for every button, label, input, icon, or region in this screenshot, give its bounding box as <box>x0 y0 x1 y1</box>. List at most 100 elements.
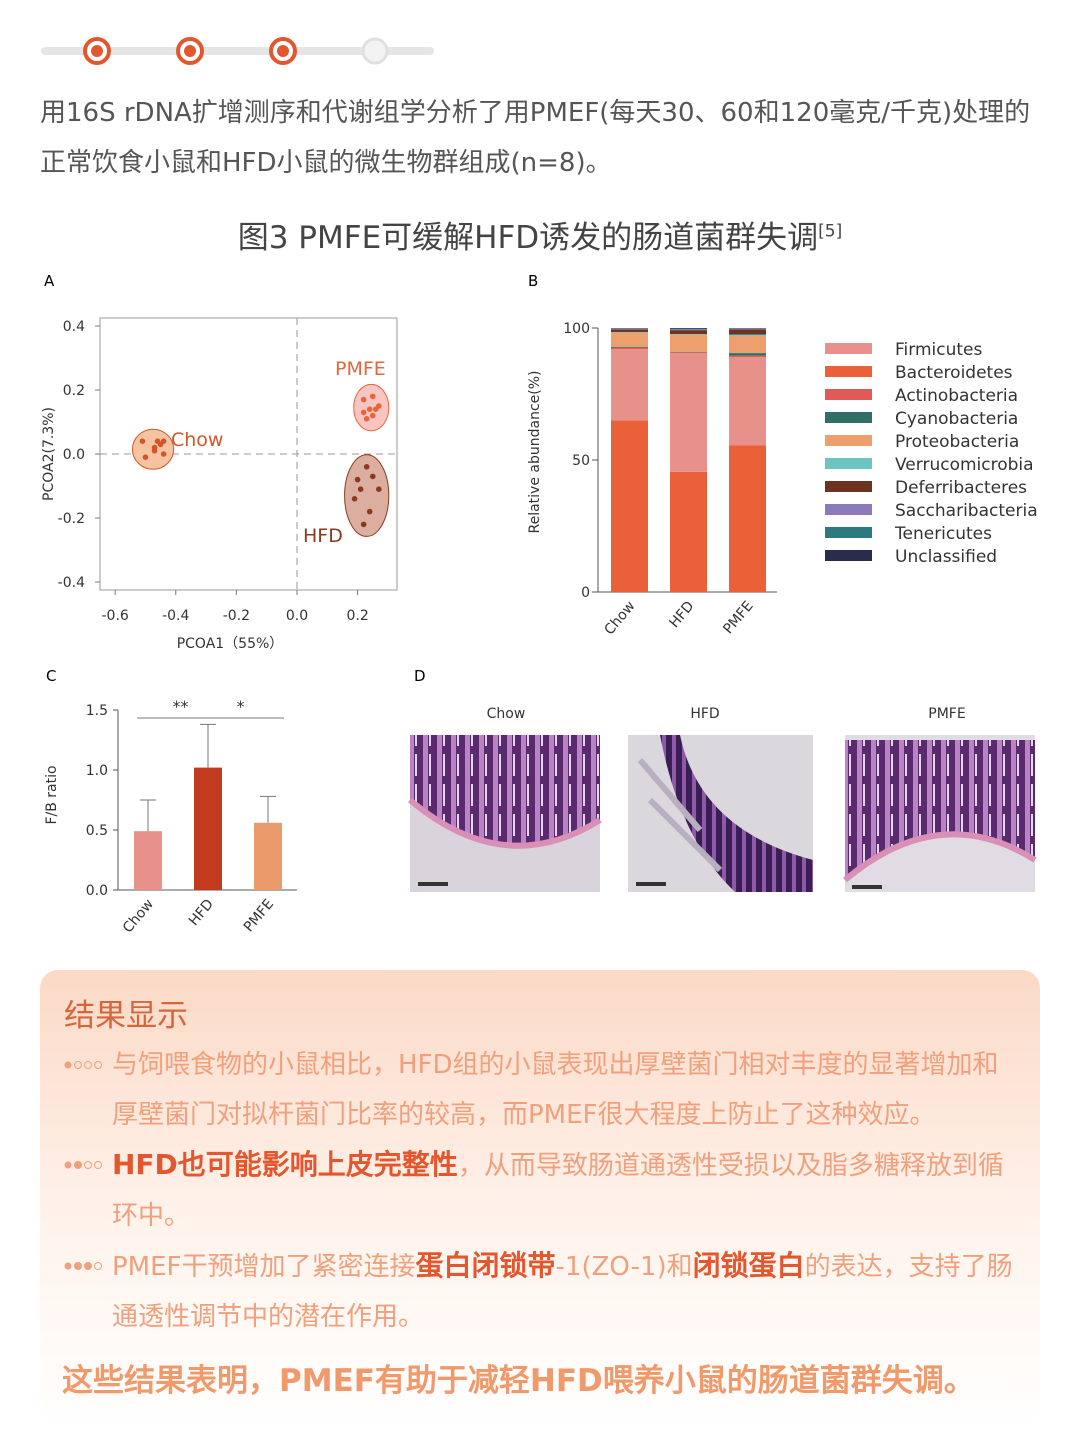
y-tick-label: 0.0 <box>86 883 108 899</box>
bullet-marker <box>64 1262 102 1270</box>
legend-label: Actinobacteria <box>895 386 1018 406</box>
bar-segment <box>729 328 766 330</box>
highlight-text: 蛋白闭锁带 <box>415 1249 556 1282</box>
results-box <box>40 970 1040 1430</box>
point <box>354 476 361 483</box>
point <box>351 496 358 502</box>
histology-label: HFD <box>690 706 719 722</box>
y-tick-label: 0.2 <box>63 383 85 399</box>
y-tick-label: 100 <box>563 321 590 337</box>
results-title: 结果显示 <box>64 998 188 1034</box>
x-tick-label: HFD <box>666 598 697 631</box>
bar-segment <box>670 353 707 472</box>
x-tick-label: -0.6 <box>101 608 128 624</box>
bar-segment <box>611 328 648 330</box>
point <box>369 412 376 419</box>
legend-swatch <box>825 343 872 354</box>
legend-label: Saccharibacteria <box>895 501 1038 521</box>
panel-label: D <box>414 667 426 685</box>
histology-images <box>408 735 1037 892</box>
figure-ref: [5] <box>818 221 843 242</box>
y-tick-label: 50 <box>572 453 590 469</box>
bar-segment <box>611 349 648 421</box>
bullet-text: ，从而导致肠道通透性受损以及脂多糖释放到循环中。 <box>112 1151 1004 1231</box>
y-axis-label: Relative abundance(%) <box>527 371 543 534</box>
point <box>360 409 367 416</box>
legend-label: Tenericutes <box>894 524 992 544</box>
panel-label: B <box>528 272 538 290</box>
bullet-dot <box>94 1061 102 1069</box>
point <box>160 451 167 457</box>
legend-swatch <box>825 481 872 492</box>
y-tick-label: 1.0 <box>86 763 108 779</box>
bar-segment <box>670 328 707 330</box>
bar-segment <box>670 352 707 354</box>
legend-label: Proteobacteria <box>895 432 1019 452</box>
bullet: PMEF干预增加了紧密连接蛋白闭锁带-1(ZO-1)和闭锁蛋白的表达，支持了肠通… <box>64 1241 1024 1342</box>
bullet-dot <box>94 1262 102 1270</box>
y-tick-label: 0.4 <box>63 319 85 335</box>
conclusion: 这些结果表明，PMEF有助于减轻HFD喂养小鼠的肠道菌群失调。 <box>62 1363 975 1399</box>
bullet-text: 的表达，支持了肠通透性调节中的潜在作用。 <box>112 1252 1013 1332</box>
bullet-dot <box>64 1262 72 1270</box>
legend-swatch <box>825 458 872 469</box>
y-tick-label: -0.4 <box>58 575 85 591</box>
bullet-text: PMEF干预增加了紧密连接 <box>112 1252 416 1282</box>
bar-segment <box>611 420 648 592</box>
bar-segment <box>670 328 707 329</box>
legend-swatch <box>825 412 872 423</box>
group-label: PMFE <box>335 358 386 380</box>
point <box>376 486 382 493</box>
bullet: 与饲喂食物的小鼠相比，HFD组的小鼠表现出厚壁菌门相对丰度的显著增加和厚壁菌门对… <box>64 1040 1024 1140</box>
bar <box>194 767 222 890</box>
x-tick-label: PMFE <box>720 598 756 637</box>
results-bullets: 与饲喂食物的小鼠相比，HFD组的小鼠表现出厚壁菌门相对丰度的显著增加和厚壁菌门对… <box>64 1040 1024 1342</box>
x-tick-label: Chow <box>120 896 157 936</box>
bullet-dot <box>74 1061 82 1069</box>
bar-segment <box>670 329 707 331</box>
point <box>360 396 367 403</box>
x-tick-label: PMFE <box>241 896 277 935</box>
bar-segment <box>729 357 766 446</box>
point <box>376 403 382 409</box>
significance-label: * <box>237 697 245 716</box>
y-tick-label: 0 <box>581 585 590 601</box>
point <box>369 393 376 400</box>
bar-segment <box>670 471 707 592</box>
x-tick-label: HFD <box>186 896 217 929</box>
legend-swatch <box>825 550 872 561</box>
bullet-dot <box>84 1061 92 1069</box>
group-label: HFD <box>303 525 343 547</box>
point <box>366 508 373 515</box>
bar-segment <box>729 334 766 336</box>
legend-label: Unclassified <box>895 547 997 567</box>
panel-label: A <box>44 272 55 290</box>
point <box>357 486 364 493</box>
progress-bar <box>41 37 434 65</box>
bar-segment <box>611 332 648 348</box>
y-axis-label: PCOA2(7.3%) <box>41 407 57 501</box>
y-tick-label: -0.2 <box>58 511 85 527</box>
y-tick-label: 1.5 <box>86 703 108 719</box>
point <box>360 521 367 528</box>
bullet-dot <box>84 1161 92 1169</box>
highlight-text: HFD也可能影响上皮完整性 <box>112 1148 458 1181</box>
bar-segment <box>729 328 766 329</box>
point <box>142 454 149 461</box>
bullet-marker <box>64 1161 102 1169</box>
y-tick-label: 0.5 <box>86 823 108 839</box>
bar <box>134 831 162 890</box>
legend-swatch <box>825 366 872 377</box>
histology-label: Chow <box>487 706 526 722</box>
bar-segment <box>729 445 766 592</box>
bar-segment <box>611 347 648 348</box>
bar-segment <box>611 329 648 332</box>
highlight-text: 闭锁蛋白 <box>692 1249 805 1282</box>
legend-label: Verrucomicrobia <box>895 455 1034 475</box>
bar-segment <box>729 329 766 335</box>
y-axis-label: F/B ratio <box>44 765 60 824</box>
bar-segment <box>670 330 707 335</box>
legend-label: Deferribacteres <box>895 478 1027 498</box>
x-tick-label: -0.4 <box>162 608 189 624</box>
legend-swatch <box>825 389 872 400</box>
